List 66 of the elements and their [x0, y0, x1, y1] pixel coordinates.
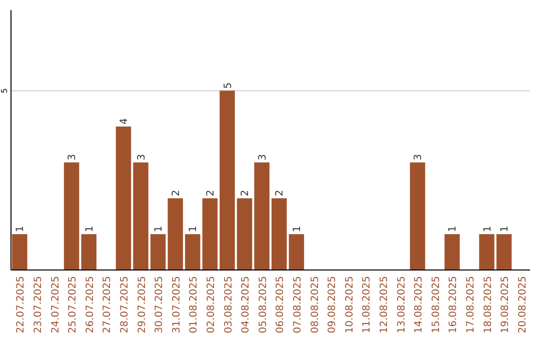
x-tick-label: 08.08.2025 — [310, 276, 321, 334]
data-label: 2 — [205, 190, 216, 196]
bar — [64, 162, 80, 270]
data-label: 1 — [188, 226, 200, 232]
x-tick-label: 24.07.2025 — [50, 276, 62, 334]
x-tick-label: 25.07.2025 — [68, 276, 79, 334]
x-tick-label: 01.08.2025 — [188, 276, 200, 334]
x-tick-label: 28.07.2025 — [119, 276, 130, 334]
x-tick-label: 03.08.2025 — [223, 276, 234, 334]
x-tick-label: 26.07.2025 — [84, 276, 96, 334]
x-tick-label: 31.07.2025 — [171, 276, 182, 334]
bar — [168, 198, 183, 270]
data-label: 4 — [118, 118, 130, 125]
x-tick-label: 14.08.2025 — [414, 276, 425, 334]
data-label: 1 — [448, 226, 459, 232]
bar — [272, 198, 287, 270]
data-label: 1 — [154, 226, 165, 232]
x-tick-label: 22.07.2025 — [16, 276, 27, 334]
data-label: 2 — [170, 190, 182, 196]
x-tick-label: 23.07.2025 — [32, 276, 44, 334]
data-label: 2 — [240, 190, 252, 196]
x-tick-label: 29.07.2025 — [136, 276, 148, 334]
bar — [236, 198, 252, 270]
x-tick-label: 18.08.2025 — [482, 276, 494, 334]
x-tick-label: 13.08.2025 — [396, 276, 408, 334]
x-tick-label: 07.08.2025 — [292, 276, 304, 334]
x-tick-label: 12.08.2025 — [378, 276, 390, 334]
x-tick-label: 16.08.2025 — [448, 276, 460, 334]
data-label: 3 — [413, 154, 424, 160]
bar — [116, 126, 132, 270]
bar — [479, 234, 494, 270]
bar — [410, 162, 426, 270]
bar — [12, 234, 28, 270]
data-label: 1 — [84, 226, 96, 232]
x-tick-label: 19.08.2025 — [500, 276, 512, 334]
bar — [220, 90, 235, 270]
x-tick-label: 06.08.2025 — [275, 276, 286, 334]
bar — [185, 234, 200, 270]
data-label: 1 — [500, 226, 511, 232]
x-tick-label: 15.08.2025 — [430, 276, 442, 334]
bar — [288, 234, 304, 270]
x-tick-label: 05.08.2025 — [258, 276, 269, 334]
x-tick-label: 10.08.2025 — [344, 276, 356, 334]
data-label: 1 — [482, 226, 494, 232]
bar — [133, 162, 148, 270]
bar — [496, 234, 512, 270]
data-label: 1 — [292, 226, 303, 232]
data-label: 3 — [257, 154, 268, 160]
x-tick-label: 04.08.2025 — [240, 276, 252, 334]
data-label: 1 — [15, 226, 26, 232]
x-tick-label: 27.07.2025 — [102, 276, 114, 334]
data-label: 2 — [274, 190, 286, 196]
x-tick-label: 11.08.2025 — [362, 276, 373, 334]
bar — [444, 234, 460, 270]
data-label: 5 — [222, 82, 234, 89]
x-tick-label: 02.08.2025 — [206, 276, 217, 334]
x-tick-label: 30.07.2025 — [154, 276, 166, 334]
bar — [150, 234, 166, 270]
bar — [254, 162, 270, 270]
data-label: 3 — [67, 154, 78, 160]
x-tick-label: 09.08.2025 — [327, 276, 338, 334]
bar — [202, 198, 218, 270]
x-tick-label: 17.08.2025 — [465, 276, 476, 334]
bar — [81, 234, 96, 270]
x-tick-label: 20.08.2025 — [517, 276, 528, 334]
data-label: 3 — [136, 154, 148, 160]
